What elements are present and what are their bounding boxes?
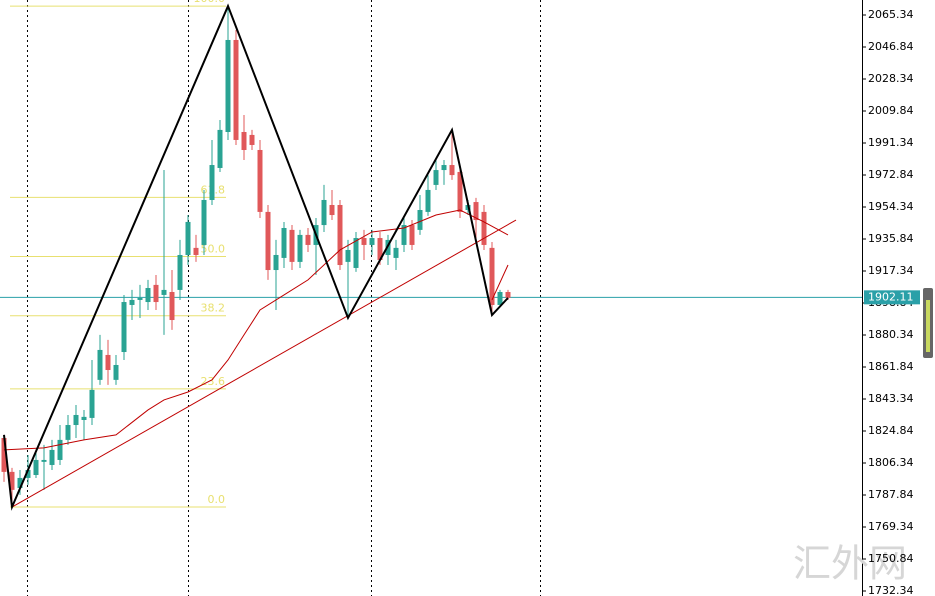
- y-tick-label: 1732.34: [868, 584, 914, 596]
- y-tick-label: 1917.34: [868, 264, 914, 277]
- candle-body: [289, 229, 295, 262]
- y-tick-label: 1769.34: [868, 520, 914, 533]
- last-price-tag: [864, 290, 920, 305]
- candle-body: [233, 39, 239, 140]
- candle-body: [449, 165, 455, 176]
- y-tick-label: 2009.84: [868, 104, 914, 117]
- candle-body: [281, 227, 287, 258]
- candle-body: [481, 211, 487, 245]
- candle-body: [497, 291, 503, 305]
- indicator-bar: [926, 300, 930, 352]
- y-tick-label: 1880.34: [868, 328, 914, 341]
- candle-body: [41, 459, 47, 462]
- candle-body: [33, 459, 39, 476]
- candle-body: [137, 297, 143, 300]
- y-tick-label: 1843.34: [868, 392, 914, 405]
- fib-label: 100.0: [194, 0, 226, 5]
- last-price-label: 1902.11: [868, 290, 914, 303]
- fib-label: 0.0: [208, 493, 226, 506]
- candle-body: [25, 469, 31, 478]
- y-tick-label: 1824.84: [868, 424, 914, 437]
- candle-body: [345, 249, 351, 262]
- candle-body: [321, 199, 327, 226]
- candle-body: [505, 291, 511, 298]
- candle-body: [353, 238, 359, 268]
- candle-body: [249, 134, 255, 145]
- candle-body: [369, 238, 375, 245]
- y-tick-label: 1972.84: [868, 168, 914, 181]
- candle-body: [49, 449, 55, 465]
- candle-body: [113, 364, 119, 380]
- y-tick-label: 1935.84: [868, 232, 914, 245]
- candle-body: [81, 416, 87, 420]
- fib-label: 38.2: [201, 302, 226, 315]
- y-tick-label: 1787.84: [868, 488, 914, 501]
- candle-body: [9, 471, 15, 490]
- candle-body: [193, 247, 199, 255]
- candle-body: [257, 149, 263, 212]
- y-tick-label: 1861.84: [868, 360, 914, 373]
- candle-body: [417, 210, 423, 230]
- candle-body: [473, 202, 479, 221]
- candle-body: [377, 238, 383, 260]
- y-tick-label: 2028.34: [868, 72, 914, 85]
- candle-body: [489, 247, 495, 305]
- y-tick-label: 1806.34: [868, 456, 914, 469]
- candle-body: [457, 171, 463, 212]
- candle-body: [97, 349, 103, 380]
- overlay-line: [491, 264, 509, 301]
- candle-body: [409, 225, 415, 245]
- y-tick-label: 2046.84: [868, 40, 914, 53]
- candle-body: [265, 211, 271, 271]
- candle-body: [121, 302, 127, 353]
- candle-body: [361, 238, 367, 245]
- candle-body: [401, 225, 407, 245]
- volume-indicator: [923, 288, 933, 358]
- candle-body: [1, 437, 7, 472]
- candle-body: [433, 170, 439, 185]
- candle-body: [273, 254, 279, 271]
- y-tick-label: 1954.34: [868, 200, 914, 213]
- candle-body: [129, 299, 135, 305]
- candle-body: [305, 234, 311, 245]
- overlay-line: [3, 3, 509, 511]
- period-separators: [27, 0, 541, 596]
- candle-body: [17, 477, 23, 488]
- fib-label: 23.6: [201, 375, 226, 388]
- candle-body: [441, 165, 447, 171]
- candle-body: [185, 221, 191, 255]
- y-tick-label: 1991.34: [868, 136, 914, 149]
- candle-body: [153, 284, 159, 303]
- candle-body: [105, 354, 111, 371]
- candle-body: [209, 165, 215, 200]
- candle-body: [169, 291, 175, 321]
- candle-body: [225, 39, 231, 132]
- candle-body: [201, 199, 207, 245]
- watermark: 汇外网: [793, 542, 907, 586]
- candle-body: [65, 425, 71, 440]
- candle-body: [241, 131, 247, 150]
- candle-body: [177, 254, 183, 290]
- overlay-line: [3, 209, 509, 451]
- candle-body: [73, 414, 79, 426]
- candle-body: [337, 204, 343, 266]
- candle-body: [393, 247, 399, 258]
- candle-body: [329, 204, 335, 216]
- candle-body: [425, 189, 431, 212]
- y-tick-label: 1750.84: [868, 552, 914, 565]
- fib-label: 50.0: [201, 243, 226, 256]
- overlay-line: [11, 219, 517, 508]
- candle-body: [297, 234, 303, 262]
- candle-body: [145, 288, 151, 303]
- candle-body: [57, 439, 63, 460]
- candle-body: [217, 129, 223, 168]
- candle-body: [161, 289, 167, 295]
- y-tick-label: 2065.34: [868, 8, 914, 21]
- candle-body: [89, 389, 95, 418]
